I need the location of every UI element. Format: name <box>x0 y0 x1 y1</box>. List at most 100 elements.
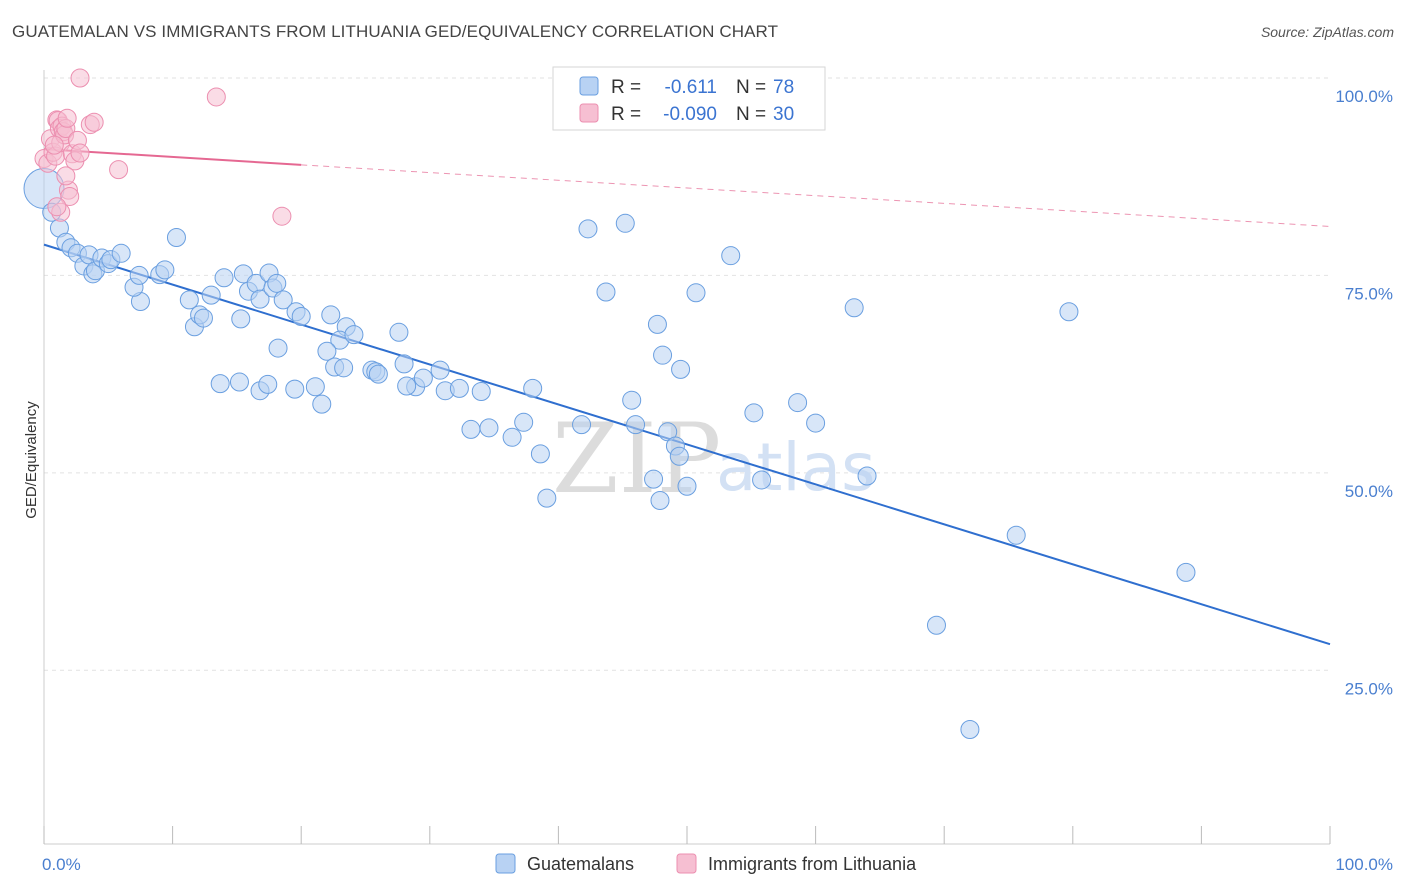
guatemalans-point <box>644 469 664 489</box>
guatemalans-point <box>514 412 534 432</box>
guatemalans-point <box>622 390 642 410</box>
guatemalans-point <box>502 427 522 447</box>
legend-r-label: R = <box>611 104 641 125</box>
guatemalans-point <box>394 354 414 374</box>
guatemalans-point <box>471 382 491 402</box>
guatemalans-point <box>677 476 697 496</box>
lithuania-point <box>56 166 76 186</box>
guatemalans-point <box>214 268 234 288</box>
guatemalans-point <box>321 305 341 325</box>
x-tick-label: 0.0% <box>42 855 81 874</box>
x-tick-label: 100.0% <box>1335 855 1393 874</box>
guatemalans-point <box>752 470 772 490</box>
guatemalans-point <box>744 403 764 423</box>
guatemalans-point <box>231 309 251 329</box>
guatemalans-point <box>650 490 670 510</box>
guatemalans-point <box>305 377 325 397</box>
guatemalans-point <box>413 368 433 388</box>
guatemalans-point <box>578 219 598 239</box>
legend-n-label: N = <box>736 77 766 98</box>
guatemalans-point <box>179 290 199 310</box>
lithuania-point <box>109 160 129 180</box>
y-tick-label: 50.0% <box>1345 482 1393 501</box>
guatemalans-point <box>334 358 354 378</box>
guatemalans-point <box>530 444 550 464</box>
guatemalans-point <box>368 364 388 384</box>
points-layer <box>23 68 1196 739</box>
lithuania-point <box>60 186 80 206</box>
lithuania-trendline-extension <box>301 164 1331 227</box>
guatemalans-point <box>268 338 288 358</box>
guatemalans-point <box>960 719 980 739</box>
stats-legend: R = -0.611 N = 78 R = -0.090 N = 30 <box>552 66 826 131</box>
legend-swatch-guatemalans <box>579 76 599 96</box>
guatemalans-point <box>857 466 877 486</box>
lithuania-point <box>57 108 77 128</box>
axis-layer: 25.0% 50.0% 75.0% 100.0% 0.0% 100.0% <box>42 70 1393 874</box>
guatemalans-point <box>166 228 186 248</box>
guatemalans-point <box>193 308 213 328</box>
legend-swatch-lithuania <box>579 103 599 123</box>
guatemalans-point <box>615 213 635 233</box>
guatemalans-point <box>926 615 946 635</box>
lithuania-point <box>84 112 104 132</box>
guatemalans-point <box>1176 562 1196 582</box>
legend-r-value: -0.090 <box>663 104 717 125</box>
guatemalans-point <box>721 246 741 266</box>
guatemalans-point <box>397 376 417 396</box>
y-tick-label: 75.0% <box>1345 284 1393 303</box>
guatemalans-point <box>317 341 337 361</box>
guatemalans-point <box>291 306 311 326</box>
guatemalans-point <box>258 374 278 394</box>
legend-entry-guatemalans: Guatemalans <box>527 854 634 874</box>
guatemalans-point <box>626 415 646 435</box>
lithuania-point <box>70 68 90 88</box>
legend-swatch-guatemalans <box>495 853 516 874</box>
guatemalans-point <box>669 446 689 466</box>
guatemalans-point <box>449 378 469 398</box>
guatemalans-point <box>653 345 673 365</box>
guatemalans-point <box>155 260 175 280</box>
legend-n-label: N = <box>736 104 766 125</box>
source-label: Source: ZipAtlas.com <box>1260 24 1394 40</box>
y-tick-label: 25.0% <box>1345 679 1393 698</box>
guatemalans-point <box>596 282 616 302</box>
chart-title: GUATEMALAN VS IMMIGRANTS FROM LITHUANIA … <box>12 22 779 41</box>
legend-swatch-lithuania <box>676 853 697 874</box>
guatemalans-point <box>233 264 253 284</box>
guatemalans-point <box>129 265 149 285</box>
guatemalans-point <box>686 283 706 303</box>
y-tick-label: 100.0% <box>1335 87 1393 106</box>
guatemalans-point <box>844 298 864 318</box>
guatemalans-point <box>1006 525 1026 545</box>
lithuania-point <box>272 206 292 226</box>
guatemalans-point <box>111 243 131 263</box>
guatemalans-point <box>461 419 481 439</box>
trend-layer <box>43 148 1331 646</box>
guatemalans-point <box>806 413 826 433</box>
guatemalans-point <box>250 289 270 309</box>
guatemalans-point <box>285 379 305 399</box>
legend-n-value: 30 <box>773 104 794 125</box>
lithuania-point <box>44 135 64 155</box>
guatemalans-point <box>267 273 287 293</box>
guatemalans-point <box>479 418 499 438</box>
lithuania-point <box>47 197 67 217</box>
series-legend: Guatemalans Immigrants from Lithuania <box>495 853 917 874</box>
guatemalans-point <box>671 359 691 379</box>
guatemalans-point <box>430 360 450 380</box>
legend-r-value: -0.611 <box>665 77 717 98</box>
guatemalans-point <box>647 314 667 334</box>
y-axis-label: GED/Equivalency <box>23 401 40 519</box>
guatemalans-point <box>572 415 592 435</box>
guatemalans-point <box>788 393 808 413</box>
guatemalans-point <box>344 325 364 345</box>
guatemalans-point <box>389 322 409 342</box>
guatemalans-point <box>537 488 557 508</box>
guatemalans-point <box>210 374 230 394</box>
guatemalans-point <box>1059 302 1079 322</box>
guatemalans-trendline <box>43 243 1331 646</box>
legend-r-label: R = <box>611 77 641 98</box>
legend-entry-lithuania: Immigrants from Lithuania <box>708 854 917 874</box>
